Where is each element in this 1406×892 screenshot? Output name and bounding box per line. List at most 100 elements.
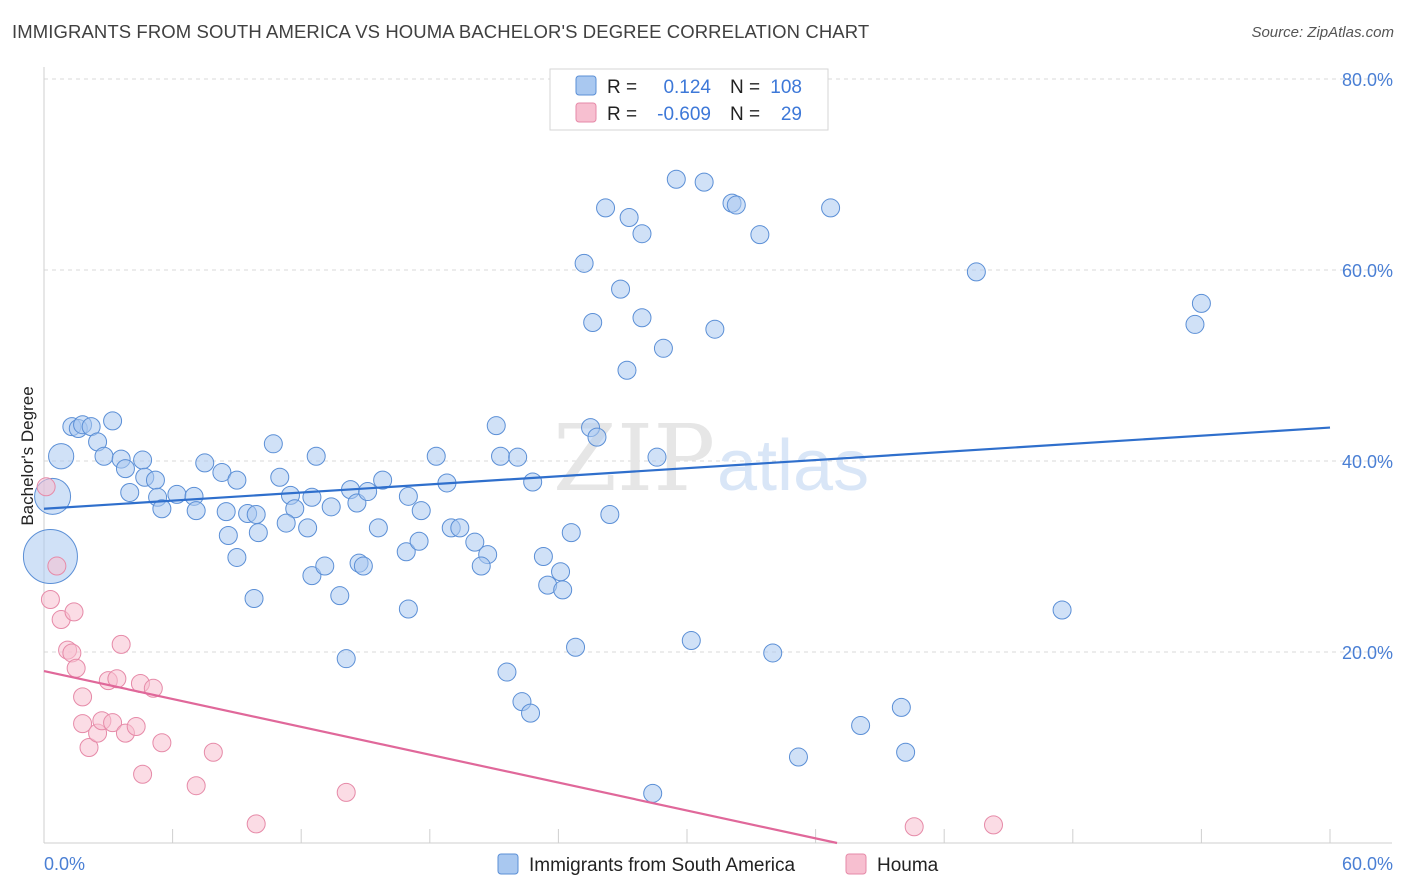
immigrants-point-12 bbox=[115, 459, 135, 479]
immigrants-point-80 bbox=[600, 504, 620, 524]
immigrants-point-49 bbox=[368, 518, 388, 538]
immigrants-point-15 bbox=[120, 483, 140, 503]
legend-n-label-1: N = bbox=[730, 77, 760, 98]
legend-r-value-2: -0.609 bbox=[657, 104, 711, 125]
immigrants-point-32 bbox=[248, 523, 268, 543]
immigrants-point-39 bbox=[244, 589, 264, 609]
immigrants-point-38 bbox=[227, 547, 247, 567]
immigrants-point-75 bbox=[566, 637, 586, 657]
immigrants-point-45 bbox=[358, 482, 378, 502]
immigrants-point-19 bbox=[212, 462, 232, 482]
immigrants-point-105 bbox=[1185, 314, 1205, 334]
y-axis-tick-labels: 20.0% 40.0% 60.0% 80.0% bbox=[1342, 70, 1393, 663]
immigrants-point-53 bbox=[353, 556, 373, 576]
immigrants-point-23 bbox=[186, 501, 206, 521]
immigrants-point-101 bbox=[891, 697, 911, 717]
immigrants-point-72 bbox=[551, 562, 571, 582]
legend-r-label-2: R = bbox=[607, 104, 637, 125]
x-axis-ticks bbox=[43, 829, 1331, 843]
houma-point-25 bbox=[246, 814, 266, 834]
immigrants-point-95 bbox=[726, 195, 746, 215]
immigrants-point-35 bbox=[298, 518, 318, 538]
y-tick-label-40: 40.0% bbox=[1342, 452, 1393, 472]
trend-line-immigrants bbox=[43, 426, 1331, 510]
y-tick-label-60: 60.0% bbox=[1342, 261, 1393, 281]
immigrants-point-102 bbox=[896, 742, 916, 762]
immigrants-point-97 bbox=[763, 643, 783, 663]
immigrants-point-68 bbox=[521, 703, 541, 723]
immigrants-point-11 bbox=[133, 450, 153, 470]
series-houma-points bbox=[36, 477, 1003, 837]
houma-point-1 bbox=[47, 556, 67, 576]
houma-point-27 bbox=[904, 817, 924, 837]
immigrants-point-96 bbox=[750, 225, 770, 245]
houma-point-18 bbox=[126, 716, 146, 736]
bottom-legend-label-1: Immigrants from South America bbox=[529, 855, 796, 876]
houma-point-24 bbox=[203, 742, 223, 762]
chart-title: IMMIGRANTS FROM SOUTH AMERICA VS HOUMA B… bbox=[12, 21, 870, 42]
immigrants-point-104 bbox=[1052, 600, 1072, 620]
legend-n-label-2: N = bbox=[730, 104, 760, 125]
houma-point-8 bbox=[73, 687, 93, 707]
immigrants-point-42 bbox=[330, 586, 350, 606]
immigrants-point-63 bbox=[486, 416, 506, 436]
houma-point-23 bbox=[186, 776, 206, 796]
y-tick-label-80: 80.0% bbox=[1342, 70, 1393, 90]
immigrants-point-48 bbox=[411, 501, 431, 521]
immigrants-point-46 bbox=[373, 470, 393, 490]
immigrants-point-51 bbox=[409, 531, 429, 551]
immigrants-point-69 bbox=[523, 472, 543, 492]
immigrants-point-24 bbox=[216, 502, 236, 522]
immigrants-point-76 bbox=[574, 253, 594, 273]
legend: R = 0.124 N = 108 R = -0.609 N = 29 bbox=[549, 68, 829, 131]
immigrants-point-34 bbox=[276, 513, 296, 533]
immigrants-point-74 bbox=[561, 523, 581, 543]
x-tick-label-min: 0.0% bbox=[44, 854, 85, 874]
immigrants-point-9 bbox=[94, 446, 114, 466]
immigrants-point-89 bbox=[643, 783, 663, 803]
houma-point-28 bbox=[983, 815, 1003, 835]
immigrants-point-66 bbox=[497, 662, 517, 682]
bottom-legend-swatch-blue bbox=[497, 853, 519, 875]
immigrants-point-83 bbox=[619, 207, 639, 227]
immigrants-point-47 bbox=[398, 486, 418, 506]
immigrants-point-26 bbox=[246, 504, 266, 524]
x-tick-label-max: 60.0% bbox=[1342, 854, 1393, 874]
source-label: Source: ZipAtlas.com bbox=[1251, 24, 1394, 41]
immigrants-point-28 bbox=[270, 467, 290, 487]
houma-point-7 bbox=[66, 658, 86, 678]
immigrants-point-37 bbox=[315, 556, 335, 576]
gridlines bbox=[44, 78, 1392, 653]
immigrants-point-82 bbox=[583, 313, 603, 333]
legend-swatch-pink bbox=[575, 102, 597, 123]
immigrants-point-36 bbox=[302, 566, 322, 586]
immigrants-point-99 bbox=[821, 198, 841, 218]
houma-point-20 bbox=[133, 764, 153, 784]
legend-n-value-1: 108 bbox=[770, 77, 802, 98]
immigrants-point-14 bbox=[145, 470, 165, 490]
houma-point-14 bbox=[103, 713, 123, 733]
bottom-legend-label-2: Houma bbox=[877, 855, 939, 876]
immigrants-point-78 bbox=[587, 427, 607, 447]
watermark-atlas: atlas bbox=[717, 426, 869, 506]
immigrants-point-87 bbox=[647, 447, 667, 467]
immigrants-point-92 bbox=[694, 172, 714, 192]
immigrants-point-64 bbox=[491, 446, 511, 466]
immigrants-point-20 bbox=[227, 470, 247, 490]
immigrants-point-54 bbox=[398, 599, 418, 619]
immigrants-point-98 bbox=[788, 747, 808, 767]
series-immigrants-points bbox=[22, 169, 1211, 803]
houma-point-2 bbox=[40, 589, 60, 609]
immigrants-point-2 bbox=[48, 443, 75, 470]
bottom-legend: Immigrants from South America Houma bbox=[497, 853, 939, 876]
legend-n-value-2: 29 bbox=[781, 104, 802, 125]
immigrants-point-56 bbox=[426, 446, 446, 466]
trend-line-houma bbox=[43, 670, 838, 845]
houma-point-0 bbox=[36, 477, 56, 497]
houma-point-22 bbox=[152, 733, 172, 753]
immigrants-point-81 bbox=[611, 279, 631, 299]
houma-point-9 bbox=[73, 714, 93, 734]
immigrants-point-90 bbox=[666, 169, 686, 189]
immigrants-point-65 bbox=[508, 447, 528, 467]
immigrants-point-100 bbox=[851, 716, 871, 736]
